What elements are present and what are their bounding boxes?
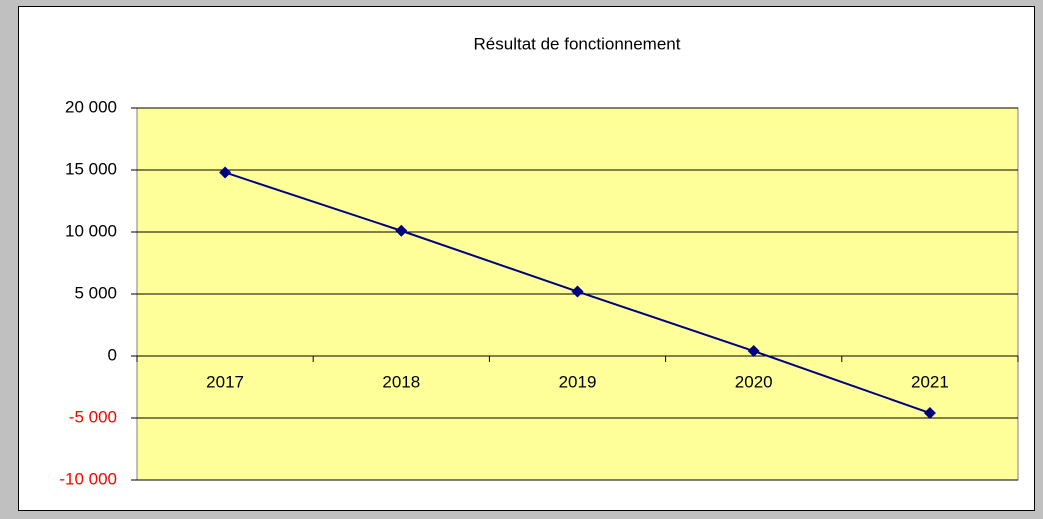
data-point — [219, 166, 232, 179]
data-point — [395, 224, 408, 237]
x-tick-label: 2018 — [382, 372, 420, 391]
x-tick-label: 2019 — [559, 372, 597, 391]
chart-title: Résultat de fonctionnement — [474, 34, 681, 53]
x-tick-label: 2017 — [206, 372, 244, 391]
data-point — [923, 407, 936, 420]
y-tick-label: -5 000 — [69, 407, 117, 426]
y-tick-label: 20 000 — [65, 97, 117, 116]
y-tick-label: 0 — [108, 345, 117, 364]
data-point — [571, 285, 584, 298]
y-tick-label: 15 000 — [65, 159, 117, 178]
x-tick-label: 2021 — [911, 372, 949, 391]
y-tick-label: -10 000 — [59, 469, 117, 488]
data-point — [747, 345, 760, 358]
y-tick-label: 10 000 — [65, 221, 117, 240]
y-tick-label: 5 000 — [74, 283, 117, 302]
x-tick-label: 2020 — [735, 372, 773, 391]
